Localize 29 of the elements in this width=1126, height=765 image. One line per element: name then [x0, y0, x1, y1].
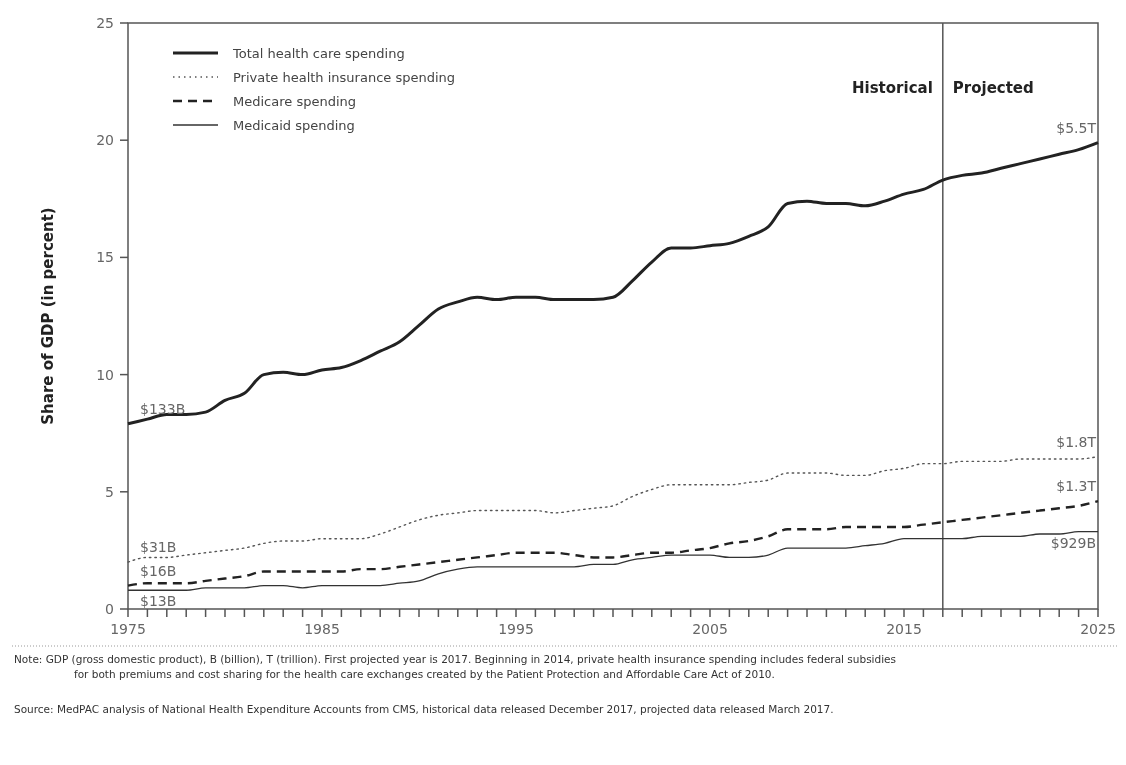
y-tick-label: 15 [96, 249, 114, 266]
annotation: $16B [140, 562, 177, 579]
annotation: $5.5T [1056, 119, 1097, 136]
annotation: $929B [1050, 534, 1096, 551]
x-tick-label: 2015 [886, 621, 922, 637]
y-tick-label: 20 [96, 132, 114, 149]
y-tick-label: 25 [96, 14, 114, 31]
x-tick-label: 2025 [1080, 621, 1116, 637]
annotation: $133B [140, 400, 186, 417]
annotation: $31B [140, 539, 177, 556]
source-note: Source: MedPAC analysis of National Health Expenditure Accounts from CMS, historical data released December 2017, projected data released March 2017. [14, 703, 834, 715]
annotation: $1.8T [1056, 433, 1097, 450]
legend-label: Total health care spending [232, 45, 405, 61]
x-tick-label: 1985 [304, 621, 340, 637]
annotation: $1.3T [1056, 478, 1097, 495]
x-tick-label: 2005 [692, 621, 728, 637]
y-tick-label: 5 [105, 483, 114, 500]
y-axis-title: Share of GDP (in percent) [39, 207, 57, 425]
annotation: Projected [952, 79, 1034, 98]
annotation: $13B [140, 593, 177, 610]
y-tick-label: 0 [105, 600, 114, 617]
text: Note: GDP (gross domestic product), B (billion), T (trillion). First projected year is 2017. Beginning in 2014, private health insurance spending includes federal subsidies for both premiums and cost sharing for the health care exchanges created by the Patient Protection and Affordable Care Act of 2010. [14, 653, 897, 680]
x-tick-label: 1975 [110, 621, 146, 637]
x-tick-label: 1995 [498, 621, 534, 637]
legend-label: Medicare spending [233, 93, 356, 109]
legend-label: Private health insurance spending [233, 69, 456, 85]
y-tick-label: 10 [96, 366, 114, 383]
annotation: Historical [852, 79, 933, 98]
legend-label: Medicaid spending [233, 117, 355, 133]
